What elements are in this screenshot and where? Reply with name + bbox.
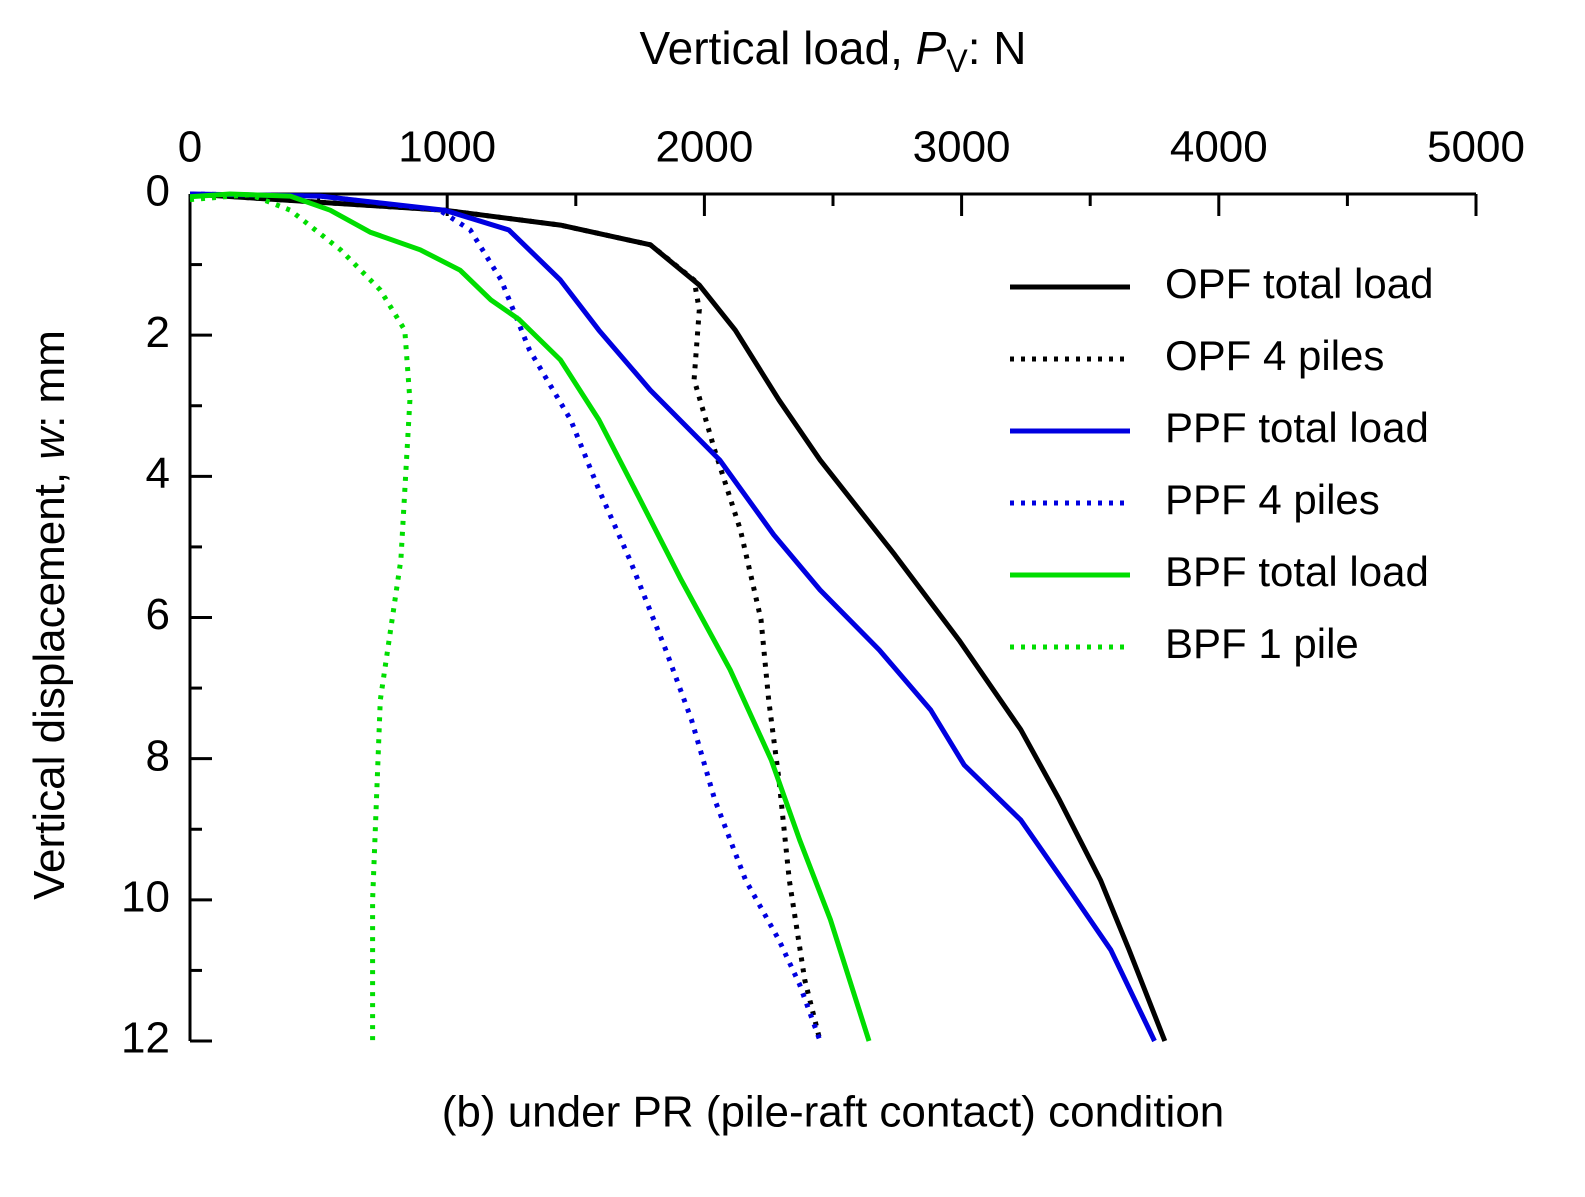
series-line <box>189 191 1157 1043</box>
y-title-part: : mm <box>25 330 74 428</box>
y-tick-label: 10 <box>121 872 170 921</box>
caption: (b) under PR (pile-raft contact) conditi… <box>442 1088 1225 1137</box>
y-tick-label: 12 <box>121 1014 170 1063</box>
legend-label: OPF total load <box>1165 260 1433 307</box>
legend-label: BPF 1 pile <box>1165 620 1359 667</box>
y-tick-label: 6 <box>146 590 170 639</box>
y-tick-label: 2 <box>146 308 170 357</box>
x-title-part: V <box>946 43 968 79</box>
y-tick-label: 4 <box>146 449 170 498</box>
x-tick-label: 3000 <box>913 123 1011 172</box>
series-line <box>189 191 1168 1042</box>
legend-label: PPF total load <box>1165 404 1429 451</box>
x-tick-label: 5000 <box>1427 123 1525 172</box>
y-tick-label: 0 <box>146 167 170 216</box>
x-title-part: : N <box>968 22 1027 74</box>
x-title-part: Vertical load, <box>640 22 916 74</box>
x-axis-title: Vertical load, PV: N <box>640 22 1027 79</box>
series-line <box>189 191 872 1042</box>
x-tick-label: 0 <box>178 123 202 172</box>
series-line <box>189 191 823 1042</box>
y-title-part: w <box>25 425 74 460</box>
x-tick-label: 2000 <box>655 123 753 172</box>
y-title-part: Vertical displacement, <box>25 460 74 900</box>
series-line <box>189 192 413 1041</box>
x-tick-label: 1000 <box>398 123 496 172</box>
y-tick-label: 8 <box>146 731 170 780</box>
y-axis-title: Vertical displacement, w: mm <box>25 330 74 900</box>
legend-label: BPF total load <box>1165 548 1429 595</box>
legend-label: PPF 4 piles <box>1165 476 1380 523</box>
x-tick-label: 4000 <box>1170 123 1268 172</box>
legend-label: OPF 4 piles <box>1165 332 1384 379</box>
x-title-part: P <box>916 22 947 74</box>
